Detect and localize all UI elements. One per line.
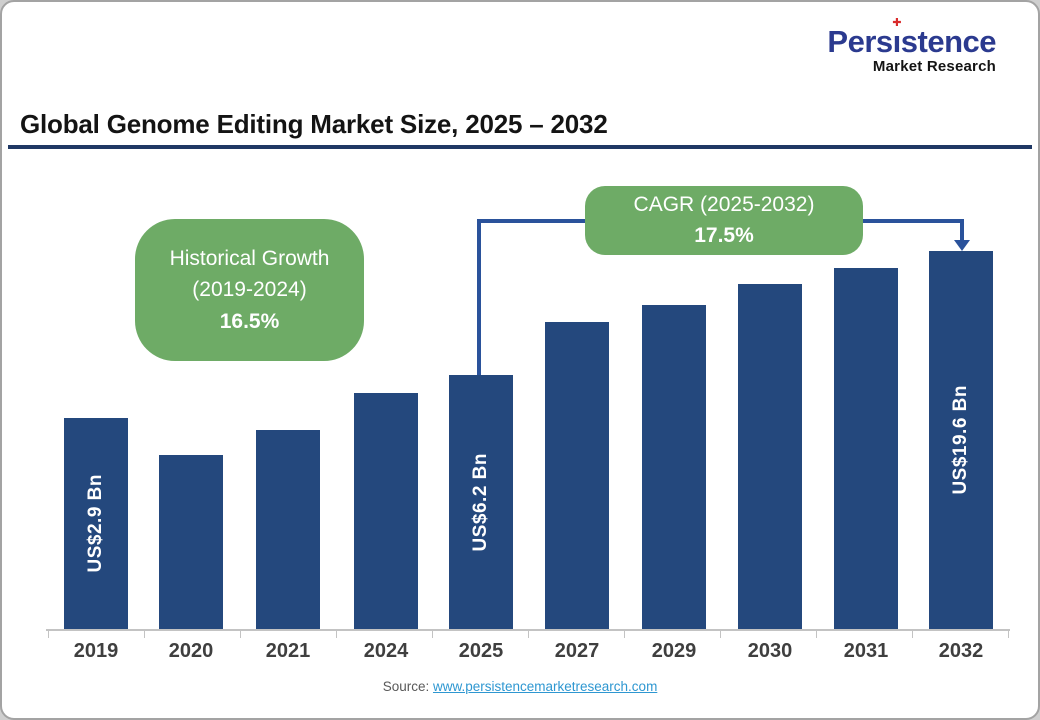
x-tick-label-2019: 2019 <box>73 640 119 662</box>
logo-brand-pre: Pers <box>827 24 893 59</box>
bar-2020 <box>159 455 223 629</box>
x-tick-label-2020: 2020 <box>168 640 214 662</box>
x-tick-label-2030: 2030 <box>747 640 793 662</box>
x-tick-label-2021: 2021 <box>265 640 311 662</box>
arrow-down-icon <box>954 240 970 251</box>
logo-brand-text: Persı ✚ stence <box>827 17 997 59</box>
bar-2024 <box>354 393 418 629</box>
x-axis-tick <box>432 631 433 638</box>
x-tick-label-2025: 2025 <box>458 640 504 662</box>
bar-2032: US$19.6 Bn <box>929 251 993 629</box>
bar-value-label-2019: US$2.9 Bn <box>85 474 106 573</box>
x-axis-tick <box>144 631 145 638</box>
cagr-connector-right-horizontal <box>863 219 964 223</box>
cagr-connector-left-vertical <box>477 219 481 375</box>
bar-2021 <box>256 430 320 629</box>
historical-growth-value: 16.5% <box>219 309 280 333</box>
x-tick-label-2027: 2027 <box>554 640 600 662</box>
pmr-logo: Persı ✚ stence Market Research <box>827 17 997 75</box>
bar-value-label-2025: US$6.2 Bn <box>470 452 491 552</box>
logo-subtitle: Market Research <box>872 58 996 75</box>
bar-2027 <box>545 322 609 629</box>
x-axis-line <box>46 629 1010 631</box>
source-line: Source: www.persistencemarketresearch.co… <box>2 679 1038 694</box>
bar-2029 <box>642 305 706 629</box>
x-axis-tick <box>912 631 913 638</box>
cagr-connector-right-vertical <box>960 219 964 241</box>
x-axis-tick <box>240 631 241 638</box>
x-axis-tick <box>528 631 529 638</box>
x-axis-tick <box>624 631 625 638</box>
logo-brand-i: ı ✚ <box>892 17 902 59</box>
title-underline <box>8 145 1032 149</box>
x-tick-label-2029: 2029 <box>651 640 697 662</box>
bar-2025: US$6.2 Bn <box>449 375 513 629</box>
x-axis-tick <box>336 631 337 638</box>
logo-red-cross-icon: ✚ <box>892 17 902 29</box>
x-axis-tick <box>48 631 49 638</box>
x-axis-tick <box>1008 631 1009 638</box>
source-label: Source: <box>382 679 430 694</box>
logo-brand-post: stence <box>900 24 997 59</box>
bar-2019: US$2.9 Bn <box>64 418 128 629</box>
cagr-connector-left-horizontal <box>477 219 585 223</box>
cagr-callout: CAGR (2025-2032) 17.5% <box>585 186 863 255</box>
bar-value-label-2032: US$19.6 Bn <box>950 385 971 495</box>
historical-growth-line2: (2019-2024) <box>192 278 307 302</box>
bar-2030 <box>738 284 802 629</box>
historical-growth-line1: Historical Growth <box>169 246 330 270</box>
cagr-value: 17.5% <box>694 223 754 247</box>
historical-growth-callout: Historical Growth (2019-2024) 16.5% <box>135 219 364 361</box>
x-tick-label-2031: 2031 <box>843 640 889 662</box>
x-tick-label-2024: 2024 <box>363 640 409 662</box>
bar-2031 <box>834 268 898 629</box>
x-axis-tick <box>720 631 721 638</box>
source-link[interactable]: www.persistencemarketresearch.com <box>432 679 658 694</box>
x-tick-label-2032: 2032 <box>938 640 984 662</box>
x-axis-tick <box>816 631 817 638</box>
page-title: Global Genome Editing Market Size, 2025 … <box>20 109 608 139</box>
cagr-line1: CAGR (2025-2032) <box>633 193 815 217</box>
